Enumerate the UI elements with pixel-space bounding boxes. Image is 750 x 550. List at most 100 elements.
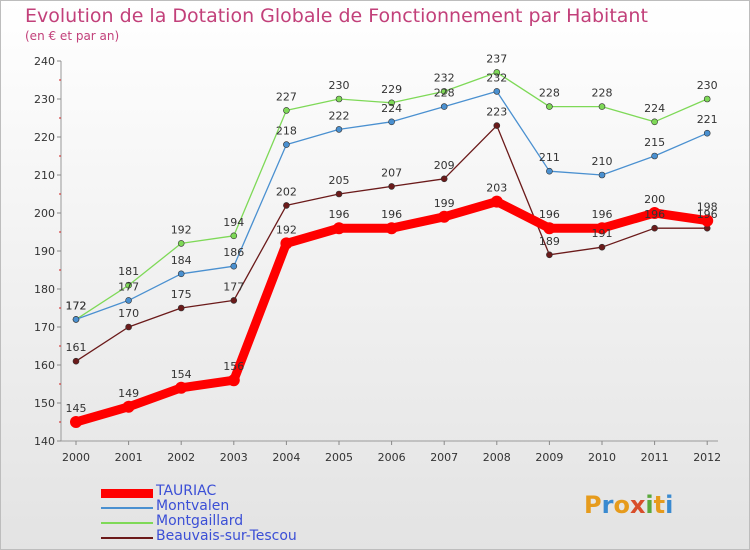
data-label: 161 bbox=[66, 341, 87, 354]
data-label: 196 bbox=[381, 208, 402, 221]
data-point bbox=[125, 281, 132, 289]
x-tick-label: 2000 bbox=[62, 451, 90, 464]
data-label: 191 bbox=[592, 227, 613, 240]
x-tick-label: 2008 bbox=[483, 451, 511, 464]
data-point bbox=[125, 323, 132, 331]
y-tick-label: 170 bbox=[34, 321, 55, 334]
data-label: 192 bbox=[171, 223, 192, 236]
legend-swatch bbox=[101, 522, 153, 524]
data-point bbox=[493, 69, 501, 76]
data-point bbox=[546, 167, 553, 175]
y-tick-label: 180 bbox=[34, 283, 55, 296]
data-point bbox=[546, 103, 553, 110]
data-label: 202 bbox=[276, 185, 297, 198]
data-point bbox=[283, 107, 290, 114]
data-label: 210 bbox=[592, 155, 613, 168]
data-label: 232 bbox=[434, 71, 455, 84]
data-label: 175 bbox=[171, 288, 192, 301]
x-tick-label: 2004 bbox=[272, 451, 300, 464]
data-label: 237 bbox=[486, 52, 507, 65]
data-label: 232 bbox=[486, 71, 507, 84]
data-point bbox=[72, 357, 80, 365]
legend-label: TAURIAC bbox=[156, 483, 217, 499]
data-label: 177 bbox=[223, 280, 244, 293]
data-point bbox=[283, 202, 290, 209]
y-tick-label: 220 bbox=[34, 131, 55, 144]
data-point bbox=[651, 118, 658, 126]
data-point bbox=[546, 251, 553, 259]
data-label: 172 bbox=[66, 299, 87, 312]
data-label: 221 bbox=[697, 113, 718, 126]
data-point bbox=[493, 122, 501, 129]
data-label: 228 bbox=[539, 87, 560, 100]
data-label: 200 bbox=[644, 193, 665, 206]
data-point bbox=[651, 224, 658, 232]
data-label: 228 bbox=[592, 87, 613, 100]
data-point bbox=[388, 183, 395, 190]
data-label: 196 bbox=[697, 208, 718, 221]
data-label: 184 bbox=[171, 254, 192, 267]
data-point bbox=[440, 103, 448, 110]
series-layer bbox=[70, 69, 714, 428]
series-line-beauvais-sur-tescou bbox=[75, 124, 708, 362]
x-tick-label: 2012 bbox=[693, 451, 721, 464]
y-tick-label: 200 bbox=[34, 207, 55, 220]
data-label: 149 bbox=[118, 387, 139, 400]
data-label: 222 bbox=[329, 109, 350, 122]
chart-subtitle: (en € et par an) bbox=[25, 29, 120, 43]
data-label: 192 bbox=[276, 223, 297, 236]
legend-label: Beauvais-sur-Tescou bbox=[156, 528, 297, 544]
x-tick-label: 2005 bbox=[325, 451, 353, 464]
x-tick-label: 2009 bbox=[535, 451, 563, 464]
x-tick-label: 2002 bbox=[167, 451, 195, 464]
data-point bbox=[177, 240, 185, 247]
data-label: 172 bbox=[66, 299, 87, 312]
legend-label: Montvalen bbox=[156, 498, 230, 514]
data-label: 209 bbox=[434, 159, 455, 172]
data-label: 207 bbox=[381, 166, 402, 179]
data-point bbox=[125, 297, 132, 304]
data-point bbox=[543, 222, 556, 235]
x-tick-label: 2010 bbox=[588, 451, 616, 464]
data-point bbox=[230, 262, 238, 270]
data-label: 230 bbox=[329, 79, 350, 92]
legend-swatch bbox=[101, 507, 153, 509]
x-tick-label: 2003 bbox=[220, 451, 248, 464]
data-label: 224 bbox=[644, 102, 665, 115]
axes: 140 150 160 170 180 190 200 210 220 230 240 2000 200… bbox=[34, 55, 721, 464]
data-point bbox=[335, 126, 343, 133]
data-label: 198 bbox=[697, 201, 718, 214]
series-line-montvalen bbox=[75, 90, 708, 321]
chart-title: Evolution de la Dotation Globale de Fonc… bbox=[25, 5, 648, 27]
logo-letter: i bbox=[665, 491, 674, 519]
data-label: 186 bbox=[223, 246, 244, 259]
data-point bbox=[335, 95, 343, 103]
data-label: 170 bbox=[118, 307, 139, 320]
x-tick-label: 2011 bbox=[641, 451, 669, 464]
logo-letter: P bbox=[584, 491, 602, 519]
data-point bbox=[72, 316, 80, 323]
data-label: 177 bbox=[118, 280, 139, 293]
data-point bbox=[493, 88, 501, 95]
data-point bbox=[651, 152, 658, 160]
logo-letter: t bbox=[653, 491, 666, 519]
y-tick-label: 150 bbox=[34, 397, 55, 410]
y-tick-label: 160 bbox=[34, 359, 55, 372]
data-label: 189 bbox=[539, 235, 560, 248]
data-label: 196 bbox=[644, 208, 665, 221]
data-point bbox=[280, 237, 293, 250]
data-point bbox=[122, 400, 135, 413]
data-point bbox=[598, 171, 606, 179]
data-label: 194 bbox=[223, 216, 244, 229]
data-point bbox=[175, 381, 188, 394]
logo-letter: i bbox=[645, 491, 654, 519]
y-tick-label: 230 bbox=[34, 93, 55, 106]
data-point bbox=[440, 175, 448, 183]
data-label: 218 bbox=[276, 125, 297, 138]
x-tick-label: 2007 bbox=[430, 451, 458, 464]
data-point bbox=[648, 207, 661, 219]
legend-swatch bbox=[101, 488, 153, 498]
data-label: 196 bbox=[329, 208, 350, 221]
